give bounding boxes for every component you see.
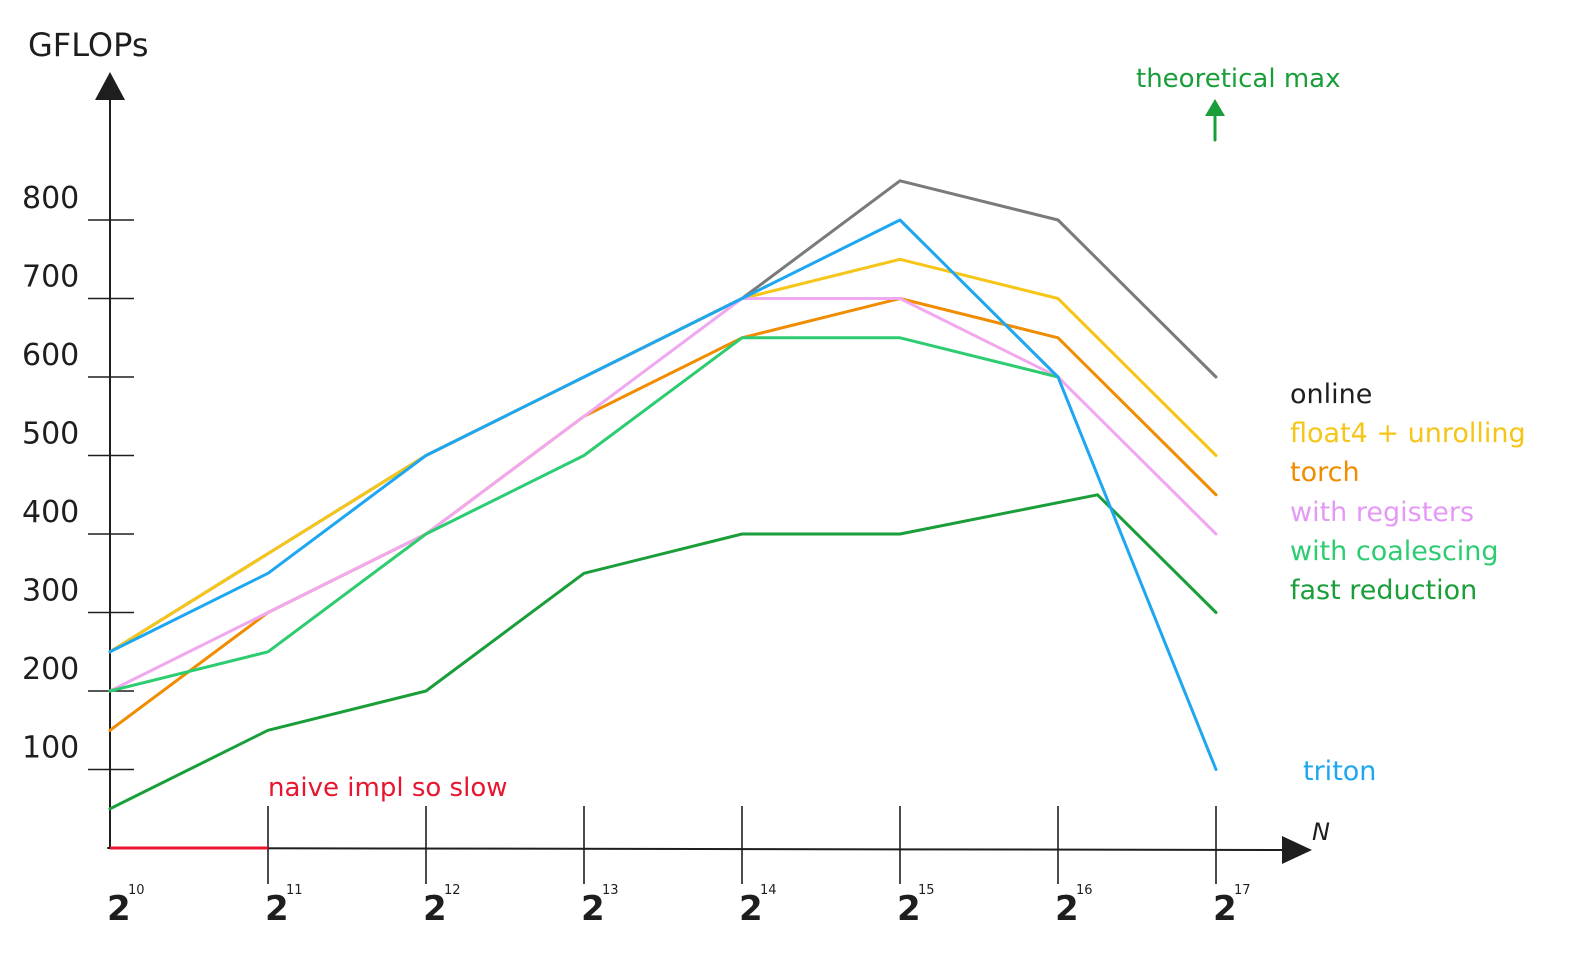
y-axis-title: GFLOPs: [28, 26, 148, 64]
x-tick-label: 2: [107, 889, 131, 929]
series-line-with-registers: [108, 297, 1218, 693]
y-tick-label: 600: [22, 338, 79, 373]
up-arrow-icon: [1205, 99, 1225, 142]
series-line-online: [108, 179, 1218, 654]
legend-label-with-registers: with registers: [1290, 497, 1474, 528]
y-tick-label: 100: [22, 731, 79, 766]
y-axis-arrowhead: [95, 72, 125, 100]
x-tick-exponent: 13: [602, 883, 619, 898]
legend: online float4 + unrolling torch with regist…: [1290, 379, 1526, 787]
y-tick-label: 800: [22, 181, 79, 216]
series-line-torch: [108, 297, 1218, 732]
x-tick-label: 2: [1055, 889, 1079, 929]
x-tick-label: 2: [739, 889, 763, 929]
x-tick-label: 2: [265, 889, 289, 929]
x-tick-label: 2: [423, 889, 447, 929]
series-line-fast-reduction: [108, 493, 1218, 811]
series-line-float4-unrolling: [108, 257, 1218, 654]
x-tick-exponent: 12: [444, 883, 461, 898]
x-tick-label: 2: [897, 889, 921, 929]
x-tick-exponent: 15: [918, 883, 935, 898]
y-tick-label: 500: [22, 417, 79, 452]
theoretical-max-annotation: theoretical max: [1136, 64, 1340, 94]
series-line-with-coalescing: [108, 336, 1060, 693]
y-ticks: 100 200 300 400 500 600 700 800: [22, 181, 134, 771]
x-tick-exponent: 17: [1234, 883, 1251, 898]
x-tick-label: 2: [581, 889, 605, 929]
y-tick-label: 700: [22, 260, 79, 295]
x-tick-exponent: 14: [760, 883, 777, 898]
legend-label-float4-unrolling: float4 + unrolling: [1290, 418, 1526, 449]
x-tick-exponent: 10: [128, 883, 145, 898]
legend-label-fast-reduction: fast reduction: [1290, 575, 1477, 606]
x-axis-arrowhead: [1282, 836, 1312, 864]
legend-label-triton: triton: [1303, 756, 1376, 787]
legend-label-online: online: [1290, 379, 1372, 410]
legend-label-torch: torch: [1290, 457, 1360, 488]
naive-impl-annotation: naive impl so slow: [268, 773, 507, 803]
legend-label-with-coalescing: with coalescing: [1290, 536, 1499, 567]
y-tick-label: 200: [22, 652, 79, 687]
x-ticks: 210 211 212 213 214 215 216 217: [107, 806, 1251, 929]
x-axis: [107, 847, 1286, 851]
series-line-triton: [108, 218, 1218, 771]
y-tick-label: 400: [22, 495, 79, 530]
x-axis-title: N: [1312, 818, 1330, 846]
series-lines: [108, 179, 1218, 811]
y-tick-label: 300: [22, 574, 79, 609]
x-tick-exponent: 11: [286, 883, 303, 898]
x-tick-exponent: 16: [1076, 883, 1093, 898]
x-tick-label: 2: [1213, 889, 1237, 929]
